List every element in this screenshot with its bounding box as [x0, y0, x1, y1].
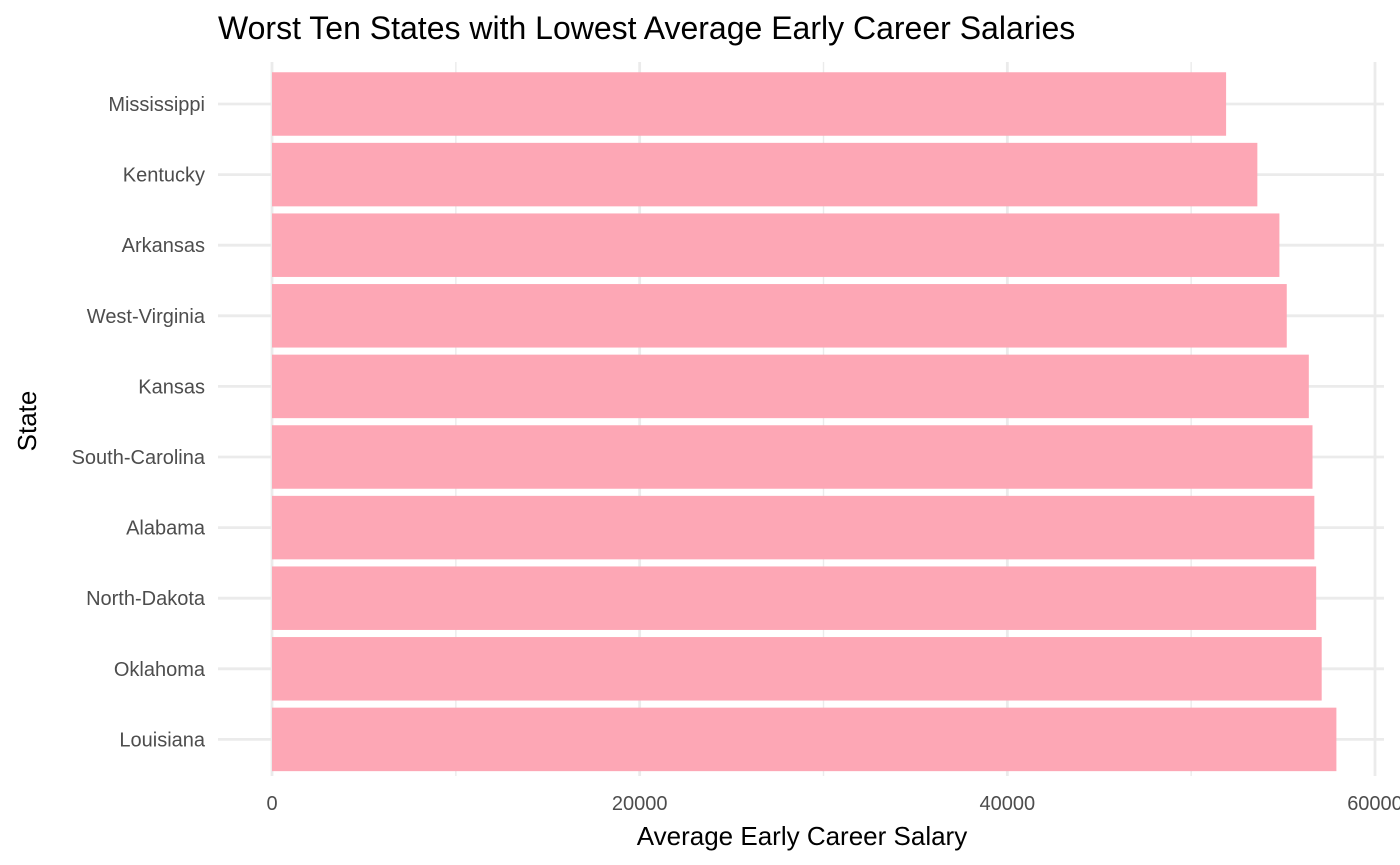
x-tick-label: 40000 [980, 793, 1036, 815]
bar [272, 354, 1309, 419]
y-tick-label: North-Dakota [86, 588, 206, 610]
y-tick-label: West-Virginia [87, 306, 206, 328]
x-tick-label: 60000 [1347, 793, 1400, 815]
x-tick-label: 20000 [612, 793, 668, 815]
bar [272, 637, 1322, 701]
bar [272, 142, 1258, 207]
y-tick-label: Arkansas [122, 235, 205, 257]
bar [272, 425, 1313, 489]
bars [272, 72, 1337, 772]
x-tick-label: 0 [266, 793, 277, 815]
bar [272, 72, 1227, 136]
y-tick-label: South-Carolina [72, 447, 206, 469]
bar [272, 495, 1315, 560]
y-tick-label: Mississippi [108, 94, 205, 116]
y-tick-label: Kansas [138, 376, 205, 398]
x-axis-title: Average Early Career Salary [637, 821, 967, 851]
bar [272, 213, 1280, 277]
x-axis-tick-labels: 0 20000 40000 60000 [266, 793, 1400, 815]
y-tick-label: Louisiana [119, 729, 206, 751]
y-tick-label: Oklahoma [114, 659, 206, 681]
y-tick-label: Kentucky [123, 165, 205, 187]
bar [272, 566, 1317, 630]
y-axis-tick-labels: Mississippi Kentucky Arkansas West-Virginia… [72, 94, 206, 751]
bar [272, 707, 1337, 772]
bar [272, 284, 1287, 348]
chart-title: Worst Ten States with Lowest Average Ear… [218, 10, 1075, 46]
y-tick-label: Alabama [126, 518, 206, 540]
y-axis-title: State [12, 391, 42, 452]
